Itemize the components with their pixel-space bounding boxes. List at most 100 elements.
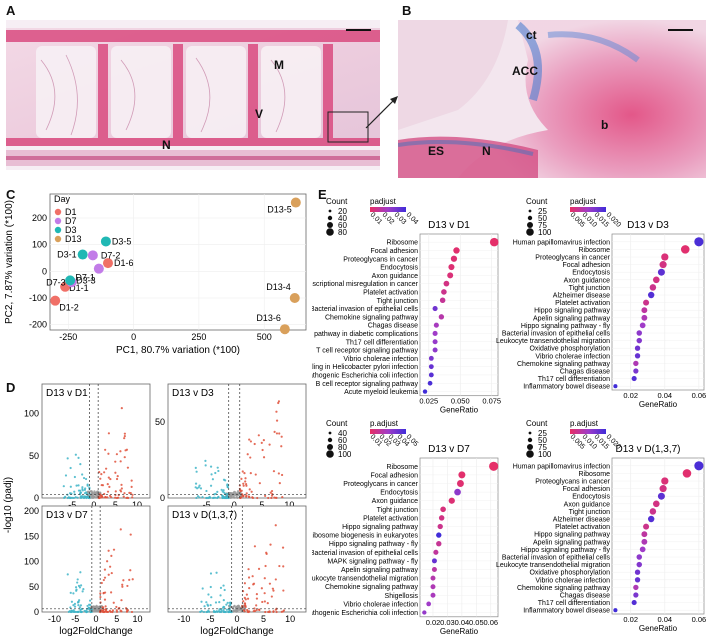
- volcano-point: [210, 473, 213, 476]
- go-xlabel: GeneRatio: [639, 400, 678, 409]
- volcano-point: [101, 496, 104, 499]
- volcano-point: [109, 565, 112, 568]
- volcano-xtick-label: -5: [206, 614, 214, 624]
- go-term-label: Apelin signaling pathway: [533, 539, 611, 546]
- go-term-label: Vibrio cholerae infection: [535, 353, 610, 360]
- volcano-point: [87, 606, 90, 610]
- volcano-point: [76, 496, 79, 499]
- volcano-point: [75, 484, 78, 487]
- volcano-point: [260, 587, 263, 590]
- go-dot: [647, 515, 655, 523]
- volcano-point: [103, 568, 107, 571]
- go-dot: [633, 360, 639, 367]
- volcano-point: [70, 609, 73, 613]
- volcano-point: [199, 487, 203, 490]
- go-term-label: Inflammatory bowel disease: [523, 608, 610, 615]
- go-size-legend-title: Count: [526, 419, 548, 428]
- volcano-point: [247, 568, 250, 571]
- go-size-legend-label: 80: [338, 228, 347, 237]
- go-term-label: Hippo signaling pathway: [342, 524, 418, 531]
- volcano-point: [125, 448, 129, 451]
- go-term-label: Ribosome: [578, 471, 610, 478]
- go-dot: [641, 538, 648, 545]
- volcano-point: [77, 603, 80, 607]
- volcano-point: [115, 609, 118, 612]
- volcano-point: [263, 592, 266, 595]
- volcano-point: [253, 545, 257, 548]
- pca-legend-label: D3: [65, 225, 77, 235]
- volcano-point: [93, 491, 96, 495]
- volcano-point: [225, 494, 228, 498]
- volcano-point: [268, 582, 272, 585]
- volcano-xtick-label: -5: [71, 614, 79, 624]
- go-dot: [433, 322, 439, 328]
- volcano-point: [130, 479, 133, 482]
- volcano-point: [261, 600, 264, 604]
- go-dot: [443, 280, 450, 287]
- volcano-point: [269, 543, 272, 546]
- volcano-point: [225, 496, 228, 499]
- go-dot: [636, 330, 643, 336]
- volcano-panel-title: D13 v D1: [46, 388, 88, 399]
- go-term-label: Chagas disease: [560, 593, 610, 600]
- go-dot: [659, 261, 667, 269]
- pca-point-label: D7-1: [75, 273, 95, 283]
- volcano-point: [275, 410, 278, 413]
- panel-b-letter: B: [402, 3, 412, 18]
- volcano-point: [98, 496, 101, 500]
- pca-ylabel: PC2, 7.87% variation (*100): [4, 200, 15, 324]
- go-dot: [438, 515, 445, 521]
- pca-point-label: D3-1: [57, 250, 77, 260]
- volcano-point: [77, 456, 80, 459]
- go-term-label: Alzheimer disease: [553, 293, 610, 300]
- volcano-point: [115, 610, 119, 613]
- volcano-point: [270, 595, 273, 598]
- go-term-label: Oxidative phosphorylation: [529, 346, 610, 353]
- volcano-point: [236, 608, 239, 611]
- volcano-point: [74, 586, 78, 589]
- go-term-label: Platelet activation: [363, 289, 418, 296]
- volcano-point: [99, 477, 102, 480]
- go-color-tick-label: 0.04: [405, 211, 420, 226]
- volcano-point: [84, 487, 87, 490]
- go-color-tick-label: 0.02: [381, 211, 396, 226]
- volcano-point: [226, 492, 229, 496]
- volcano-point: [274, 524, 277, 527]
- go-dot: [634, 569, 641, 575]
- volcano-xtick-label: -10: [48, 614, 61, 624]
- volcano-point: [231, 606, 235, 609]
- go-xtick-label: 0.06: [692, 391, 707, 400]
- volcano-point: [109, 477, 112, 481]
- volcano-panel-title: D13 v D7: [46, 510, 88, 521]
- volcano-xtick-label: -10: [177, 614, 190, 624]
- volcano-point: [234, 493, 237, 496]
- pca-ytick-label: -100: [29, 293, 47, 303]
- volcano-point: [280, 610, 283, 613]
- volcano-point: [110, 554, 113, 558]
- go-size-legend-key: [526, 450, 534, 458]
- go-size-legend-key: [526, 228, 534, 236]
- volcano-point: [195, 496, 198, 500]
- volcano-point: [209, 484, 213, 487]
- go-dot: [436, 532, 442, 538]
- volcano-point: [272, 610, 275, 613]
- go-xtick-label: 0.025: [419, 397, 438, 406]
- volcano-point: [111, 609, 115, 612]
- go-term-label: Ribosome biogenesis in eukaryotes: [312, 533, 418, 540]
- volcano-panel-title: D13 v D(1,3,7): [172, 510, 237, 521]
- go-dot: [649, 508, 657, 515]
- go-dot: [422, 610, 427, 615]
- volcano-point: [253, 607, 256, 610]
- volcano-point: [88, 486, 91, 489]
- go-dot: [647, 291, 655, 299]
- go-term-label: Chagas disease: [368, 323, 418, 330]
- volcano-point: [104, 605, 107, 608]
- volcano-point: [109, 610, 112, 613]
- volcano-point: [275, 419, 279, 422]
- volcano-point: [216, 490, 219, 493]
- go-term-label: Bacterial invasion of epithelial cells: [312, 306, 418, 313]
- go-size-legend-key: [527, 222, 533, 228]
- go-dot: [634, 345, 641, 351]
- volcano-point: [238, 607, 241, 610]
- volcano-point: [115, 605, 118, 609]
